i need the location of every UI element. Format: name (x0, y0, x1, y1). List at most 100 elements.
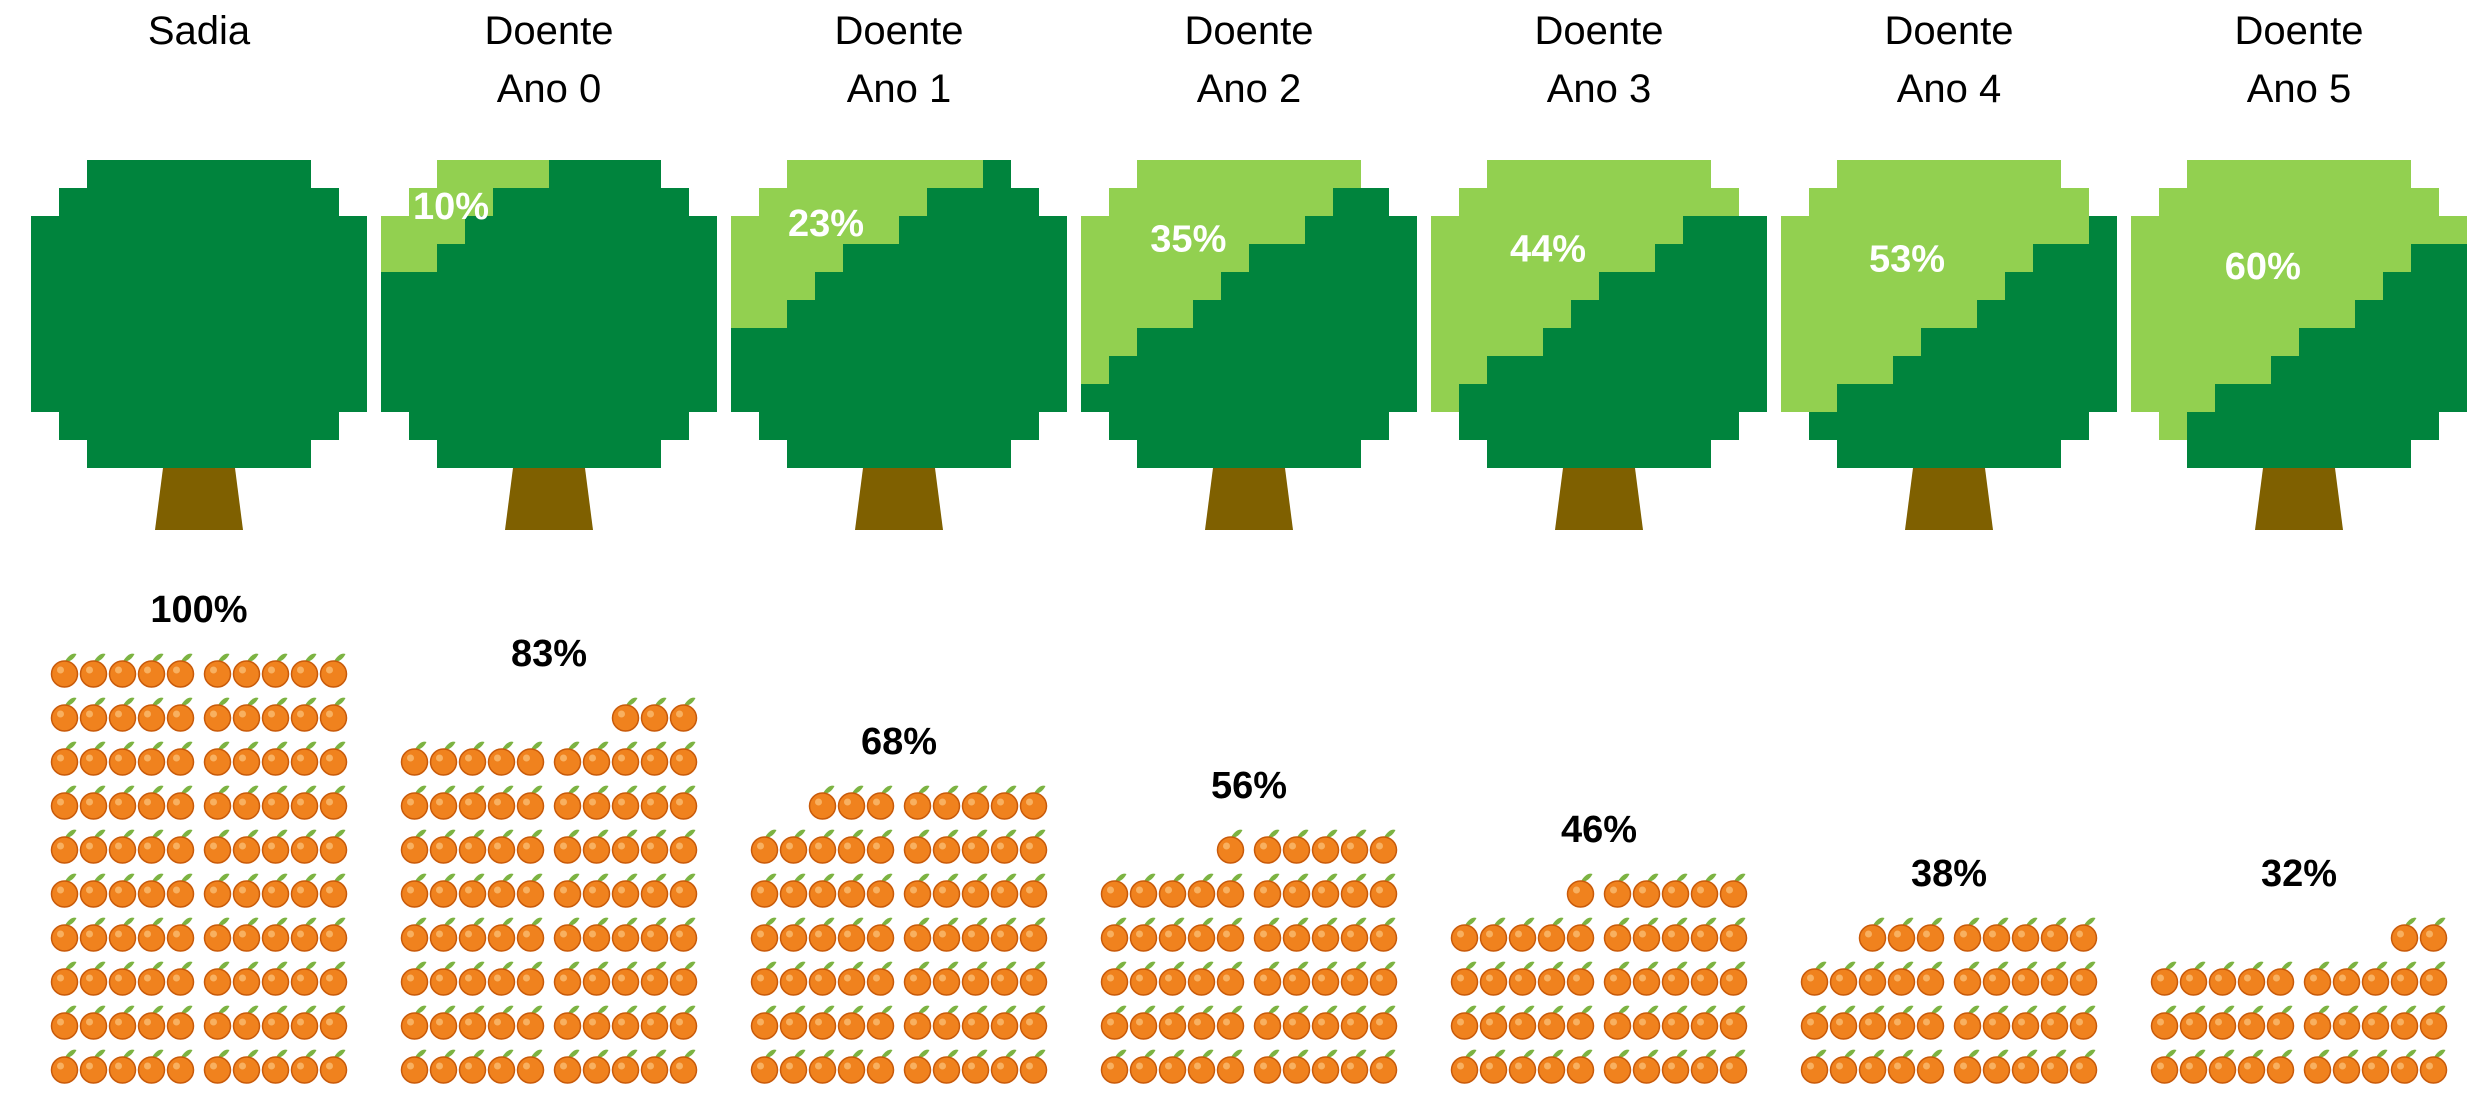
orange (1187, 880, 1216, 908)
orange-leaf (1354, 917, 1367, 926)
orange-shine (2186, 974, 2193, 982)
orange-stack (1450, 873, 1748, 1084)
orange-shine (647, 1018, 654, 1026)
orange-shine (86, 1018, 93, 1026)
orange-leaf (304, 873, 317, 882)
orange-shine (436, 930, 443, 938)
orange-shine (1260, 842, 1267, 850)
orange-leaf (596, 829, 609, 838)
orange (1829, 1056, 1858, 1084)
orange (290, 1012, 319, 1040)
orange-leaf (2222, 961, 2235, 970)
orange-leaf (567, 961, 580, 970)
orange-leaf (1872, 961, 1885, 970)
orange-leaf (443, 1005, 456, 1014)
orange (1887, 968, 1916, 996)
orange (2266, 968, 2295, 996)
orange (137, 1056, 166, 1084)
orange-shine (173, 974, 180, 982)
orange (1311, 968, 1340, 996)
orange-shine (1697, 974, 1704, 982)
orange (1661, 968, 1690, 996)
orange (866, 880, 895, 908)
orange (990, 880, 1019, 908)
orange-leaf (793, 1049, 806, 1058)
orange (1158, 968, 1187, 996)
orange (319, 836, 348, 864)
orange-shine (1376, 974, 1383, 982)
orange-shine (1639, 1018, 1646, 1026)
orange-shine (2157, 1018, 2164, 1026)
orange-leaf (93, 917, 106, 926)
orange-shine (910, 798, 917, 806)
orange (582, 880, 611, 908)
orange-shine (326, 974, 333, 982)
orange (1282, 1012, 1311, 1040)
orange-leaf (1230, 829, 1243, 838)
orange-shine (326, 666, 333, 674)
orange-leaf (64, 697, 77, 706)
orange (1566, 880, 1595, 908)
orange-leaf (654, 785, 667, 794)
orange-shine (1923, 930, 1930, 938)
orange-leaf (917, 873, 930, 882)
orange-leaf (1704, 873, 1717, 882)
orange-shine (1544, 1062, 1551, 1070)
orange-shine (1194, 1018, 1201, 1026)
orange-shine (2076, 930, 2083, 938)
orange (961, 1012, 990, 1040)
orange-leaf (975, 1049, 988, 1058)
orange-leaf (151, 741, 164, 750)
orange (669, 1056, 698, 1084)
orange (203, 924, 232, 952)
orange (1479, 1056, 1508, 1084)
orange (232, 880, 261, 908)
orange-shine (997, 842, 1004, 850)
orange-shine (1515, 1018, 1522, 1026)
orange-shine (647, 754, 654, 762)
orange (1019, 968, 1048, 996)
orange-shine (2339, 974, 2346, 982)
orange-leaf (1230, 1005, 1243, 1014)
orange-shine (2215, 974, 2222, 982)
orange (1187, 1012, 1216, 1040)
orange-shine (210, 930, 217, 938)
orange (2303, 1056, 2332, 1084)
orange (50, 1012, 79, 1040)
orange-shine (560, 842, 567, 850)
orange-leaf (567, 1049, 580, 1058)
orange (990, 968, 1019, 996)
orange-shine (2273, 1062, 2280, 1070)
orange-shine (1544, 1018, 1551, 1026)
orange-shine (1260, 1018, 1267, 1026)
orange (1311, 1056, 1340, 1084)
orange (2266, 1056, 2295, 1084)
orange (137, 704, 166, 732)
orange (1661, 1056, 1690, 1084)
orange (750, 924, 779, 952)
orange-leaf (975, 829, 988, 838)
orange-shine (1136, 1018, 1143, 1026)
orange (1690, 968, 1719, 996)
orange-shine (676, 754, 683, 762)
orange-shine (407, 974, 414, 982)
orange-shine (2076, 1018, 2083, 1026)
orange-shine (494, 886, 501, 894)
orange-leaf (1033, 873, 1046, 882)
orange-shine (2215, 1062, 2222, 1070)
orange-leaf (793, 873, 806, 882)
orange (582, 1056, 611, 1084)
orange-shine (115, 842, 122, 850)
orange-leaf (683, 741, 696, 750)
orange (487, 880, 516, 908)
orange (2179, 968, 2208, 996)
orange-shine (210, 842, 217, 850)
orange (166, 968, 195, 996)
orange-shine (815, 1018, 822, 1026)
orange-leaf (946, 873, 959, 882)
orange-leaf (333, 785, 346, 794)
orange-shine (1289, 1062, 1296, 1070)
orange (2303, 1012, 2332, 1040)
orange (2069, 1056, 2098, 1084)
orange (2332, 968, 2361, 996)
